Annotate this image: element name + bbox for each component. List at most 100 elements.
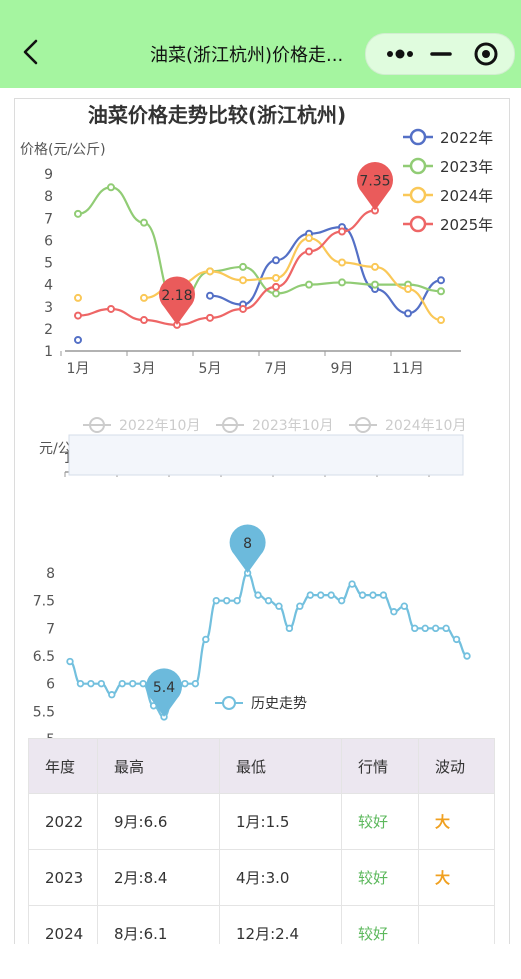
chart1-data-point: [239, 304, 247, 313]
max-price-label: 8: [243, 536, 252, 552]
more-dots-icon: [387, 49, 413, 59]
history-data-point: [369, 591, 377, 599]
nav-bar: 油菜(浙江杭州)价格走...: [0, 0, 521, 88]
chart1-data-point: [140, 293, 148, 302]
chart1-y-tick: 1: [44, 344, 53, 360]
back-arrow-icon[interactable]: [18, 38, 46, 66]
cell-volatility: 大: [418, 793, 495, 850]
chart1-data-point: [338, 227, 346, 236]
chart1-legend-item[interactable]: 2024年: [403, 186, 493, 205]
summary-table: 年度 最高 最低 行情 波动 2022 9月:6.6 1月:1.5 较好 大 2…: [28, 738, 495, 962]
minimize-button[interactable]: [418, 34, 466, 74]
cell-min: 4月:3.0: [219, 849, 342, 906]
price-comparison-chart: 油菜价格走势比较(浙江杭州) 价格(元/公斤) 1 2 3 4 5 6 7 8 9 1月 3月 5月 7…: [20, 103, 493, 377]
chart2-y-tick: 5: [46, 732, 55, 739]
header-max: 最高: [97, 738, 220, 794]
close-target-button[interactable]: [464, 34, 512, 74]
cell-market: 较好: [341, 793, 419, 850]
chart2-y-tick: 7: [46, 621, 55, 637]
chart1-legend-item[interactable]: 2022年: [403, 128, 493, 147]
history-data-point: [254, 591, 262, 599]
header-market: 行情: [341, 738, 419, 794]
chart1-y-tick: 7: [44, 211, 53, 227]
cell-max: 2月:8.4: [97, 849, 220, 906]
chart1-x-tick: 1月: [67, 361, 90, 377]
history-data-point: [223, 596, 231, 605]
chart2-y-tick: 6: [46, 677, 55, 693]
legend-label: 2023年: [440, 158, 493, 176]
history-data-point: [191, 679, 200, 688]
mini-program-capsule: [365, 33, 515, 75]
chart1-y-tick: 5: [44, 256, 53, 272]
history-data-point: [296, 602, 304, 610]
legend-history-label: 历史走势: [251, 696, 307, 712]
chart1-y-tick: 6: [44, 233, 53, 249]
max-price-label: 7.35: [359, 174, 390, 190]
chart1-data-point: [272, 289, 280, 298]
history-data-point: [233, 596, 241, 605]
legend-label: 2022年: [440, 129, 493, 147]
history-data-point: [264, 596, 273, 605]
chart1-data-point: [437, 287, 445, 296]
chart2-y-tick: 7.5: [33, 594, 55, 610]
chart1-data-point: [206, 313, 214, 322]
chart2-y-tick: 5.5: [33, 704, 55, 720]
history-data-point: [379, 591, 388, 599]
chart2-legend-item[interactable]: 2024年10月: [349, 417, 466, 434]
chart1-data-point: [239, 276, 247, 285]
header-year: 年度: [28, 738, 98, 794]
history-data-point: [348, 580, 356, 588]
history-data-point: [87, 679, 95, 688]
chart1-data-point: [437, 276, 445, 285]
history-data-point: [463, 652, 471, 660]
target-icon: [474, 42, 498, 66]
history-data-point: [108, 691, 116, 699]
chart2-y-tick: 6.5: [33, 649, 55, 665]
history-data-point: [411, 624, 419, 633]
more-menu-button[interactable]: [376, 34, 424, 74]
chart1-series-line: [143, 237, 442, 322]
legend-label: 2024年10月: [385, 418, 466, 434]
chart2-legend-item[interactable]: 2023年10月: [216, 417, 333, 434]
chart1-data-point: [272, 273, 280, 282]
legend-marker: [409, 215, 427, 233]
max-price-pin: [356, 162, 393, 211]
chart1-data-point: [74, 293, 82, 302]
minimize-icon: [430, 52, 452, 56]
history-data-point: [212, 596, 220, 605]
chart1-data-point: [140, 316, 148, 325]
chart1-y-tick: 2: [44, 322, 53, 338]
chart1-data-point: [272, 282, 280, 291]
chart2-y-tick: 8: [46, 566, 55, 582]
cell-min: 1月:1.5: [219, 793, 342, 850]
main-legend[interactable]: 历史走势: [215, 696, 307, 712]
chart2-legend-item[interactable]: 2022年10月: [83, 417, 200, 434]
history-data-point: [202, 635, 210, 644]
history-data-point: [118, 679, 126, 688]
legend-label: 2022年10月: [119, 418, 200, 434]
datazoom-track[interactable]: [68, 434, 464, 476]
chart1-data-point: [107, 304, 115, 313]
legend-label: 2024年: [440, 187, 493, 205]
max-price-pin: [229, 524, 266, 573]
chart1-data-point: [272, 256, 280, 265]
header-volatility: 波动: [418, 738, 495, 794]
history-data-point: [390, 608, 398, 616]
history-data-point: [337, 596, 346, 605]
chart1-data-point: [404, 309, 412, 318]
history-data-point: [452, 635, 461, 644]
history-data-point: [421, 624, 429, 633]
chart1-data-point: [74, 335, 82, 344]
chart1-data-point: [404, 285, 412, 294]
history-data-point: [128, 679, 137, 688]
cell-year: 2023: [28, 849, 98, 906]
chart1-legend-item[interactable]: 2025年: [403, 215, 493, 234]
chart1-data-point: [371, 262, 379, 271]
history-data-point: [327, 591, 335, 599]
min-price-pin: [159, 276, 195, 325]
chart1-legend-item[interactable]: 2023年: [403, 157, 493, 176]
min-price-label: 2.18: [161, 288, 192, 304]
cell-max: 9月:6.6: [97, 793, 220, 850]
history-data-point: [97, 679, 106, 688]
